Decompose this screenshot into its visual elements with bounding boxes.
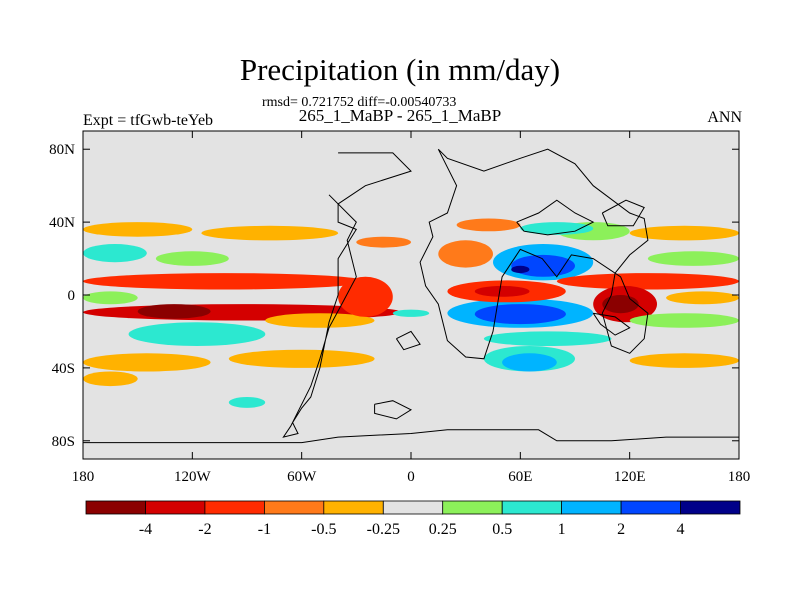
case-subtitle: 265_1_MaBP - 265_1_MaBP xyxy=(298,106,502,125)
anomaly-region xyxy=(83,273,366,290)
anomaly-region xyxy=(647,251,739,266)
colorbar-swatch xyxy=(442,500,503,515)
y-tick-label: 80N xyxy=(49,142,75,158)
colorbar-label: 0.25 xyxy=(429,521,457,538)
colorbar-swatch xyxy=(263,500,325,515)
colorbar-label: 2 xyxy=(617,521,625,538)
experiment-label: Expt = tfGwb-teYeb xyxy=(83,112,214,129)
anomaly-region xyxy=(602,295,639,314)
coastline xyxy=(592,312,631,336)
x-tick-label: 120W xyxy=(174,469,212,485)
anomaly-region xyxy=(338,276,393,317)
x-tick-label: 120E xyxy=(614,469,646,485)
y-tick-label: 0 xyxy=(68,288,76,304)
colorbar-label: 4 xyxy=(677,521,685,538)
colorbar-label: 1 xyxy=(558,521,566,538)
x-tick-label: 60E xyxy=(508,469,532,485)
coastline xyxy=(419,148,649,360)
y-tick-label: 40S xyxy=(52,361,75,377)
anomaly-region xyxy=(666,291,739,305)
colorbar-label: -1 xyxy=(258,521,271,538)
coastline xyxy=(83,429,739,444)
anomaly-region xyxy=(228,397,266,408)
anomaly-region xyxy=(629,313,739,328)
anomaly-region xyxy=(392,309,430,317)
colorbar-swatch xyxy=(680,500,741,515)
x-tick-label: 60W xyxy=(287,469,317,485)
anomaly-region xyxy=(265,313,375,328)
colorbar-label: 0.5 xyxy=(492,521,512,538)
anomaly-region xyxy=(83,222,193,237)
colorbar-label: -0.25 xyxy=(367,521,400,538)
colorbar-swatch xyxy=(620,500,681,515)
anomaly-region xyxy=(356,236,411,248)
anomaly-region xyxy=(629,353,739,368)
anomaly-region xyxy=(511,265,530,274)
anomaly-region xyxy=(520,222,594,235)
coastline xyxy=(395,330,421,351)
anomaly-region xyxy=(83,244,147,263)
colorbar-swatch xyxy=(204,500,265,515)
anomaly-region xyxy=(474,285,530,297)
x-tick-label: 180 xyxy=(72,469,95,485)
y-tick-label: 40N xyxy=(49,215,75,231)
anomaly-region xyxy=(438,240,493,268)
coastline xyxy=(516,199,595,236)
colorbar-label: -2 xyxy=(198,521,211,538)
anomaly-region xyxy=(474,304,566,325)
anomaly-region xyxy=(483,331,612,346)
colorbar-swatch xyxy=(323,500,384,515)
anomaly-region xyxy=(456,218,521,232)
anomaly-region xyxy=(128,322,266,346)
anomaly-region xyxy=(83,371,138,387)
anomaly-region xyxy=(556,273,739,290)
y-tick-label: 80S xyxy=(52,434,75,450)
coastline xyxy=(374,400,413,420)
anomaly-region xyxy=(155,251,229,266)
x-tick-label: 180 xyxy=(728,469,751,485)
anomaly-region xyxy=(201,225,339,241)
anomaly-region xyxy=(137,304,211,319)
stats-text: rmsd= 0.721752 diff=-0.00540733 xyxy=(262,95,457,110)
coastline xyxy=(601,199,645,227)
x-tick-label: 0 xyxy=(407,469,415,485)
colorbar-swatch xyxy=(561,500,622,515)
season-label: ANN xyxy=(707,109,742,126)
colorbar-swatch xyxy=(145,500,206,515)
chart-title: Precipitation (in mm/day) xyxy=(239,52,561,87)
colorbar-swatch xyxy=(501,500,563,515)
colorbar-swatch xyxy=(382,500,444,515)
anomaly-region xyxy=(502,353,557,372)
anomaly-region xyxy=(83,353,211,372)
anomaly-region xyxy=(228,349,375,368)
colorbar-label: -0.5 xyxy=(311,521,336,538)
anomaly-region xyxy=(629,225,739,241)
coastline xyxy=(282,152,412,438)
colorbar-swatch xyxy=(85,500,146,515)
anomaly-region xyxy=(83,291,138,305)
colorbar-label: -4 xyxy=(139,521,152,538)
